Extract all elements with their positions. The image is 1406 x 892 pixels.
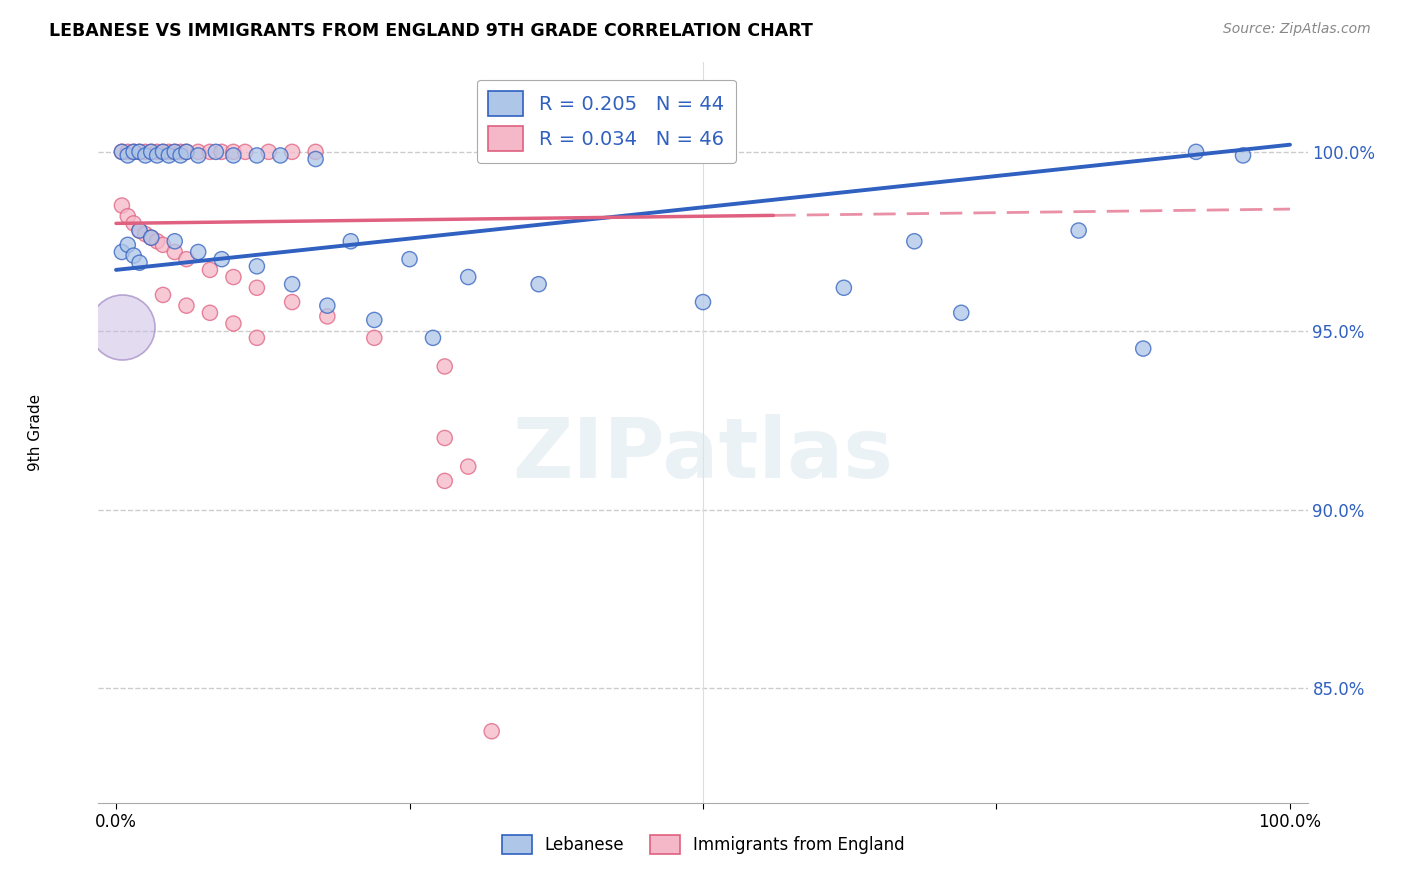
Point [134, 148, 156, 162]
Text: ZIPatlas: ZIPatlas [513, 414, 893, 495]
Point [340, 234, 363, 248]
Point [198, 306, 221, 320]
Point [398, 252, 420, 267]
Point [176, 299, 198, 313]
Point [316, 310, 339, 324]
Point [152, 145, 174, 159]
Point [304, 152, 326, 166]
Point [457, 459, 479, 474]
Point [163, 145, 186, 159]
Point [117, 237, 139, 252]
Point [128, 145, 150, 159]
Point [246, 281, 269, 295]
Point [122, 216, 145, 230]
Point [128, 256, 150, 270]
Point [222, 270, 245, 285]
Point [1232, 148, 1254, 162]
Point [481, 724, 503, 739]
Point [141, 230, 163, 244]
Point [134, 145, 156, 159]
Point [146, 145, 169, 159]
Point [316, 299, 339, 313]
Point [269, 148, 291, 162]
Point [117, 145, 139, 159]
Point [1132, 342, 1154, 356]
Point [157, 148, 180, 162]
Point [163, 145, 186, 159]
Point [233, 145, 256, 159]
Point [363, 313, 385, 327]
Point [692, 295, 714, 310]
Point [281, 145, 304, 159]
Point [111, 245, 134, 260]
Point [222, 145, 245, 159]
Point [198, 145, 221, 159]
Point [222, 148, 245, 162]
Point [903, 234, 925, 248]
Point [111, 198, 134, 212]
Point [111, 145, 134, 159]
Point [1185, 145, 1208, 159]
Point [163, 245, 186, 260]
Point [187, 145, 209, 159]
Point [204, 145, 226, 159]
Point [187, 245, 209, 260]
Point [157, 145, 180, 159]
Point [111, 320, 134, 334]
Point [433, 359, 456, 374]
Point [304, 145, 326, 159]
Point [211, 145, 233, 159]
Point [152, 237, 174, 252]
Text: Source: ZipAtlas.com: Source: ZipAtlas.com [1223, 22, 1371, 37]
Point [122, 145, 145, 159]
Point [527, 277, 550, 292]
Point [141, 145, 163, 159]
Point [176, 145, 198, 159]
Point [141, 230, 163, 244]
Point [152, 145, 174, 159]
Point [146, 234, 169, 248]
Point [281, 295, 304, 310]
Point [128, 223, 150, 237]
Point [198, 263, 221, 277]
Point [128, 145, 150, 159]
Point [433, 431, 456, 445]
Point [222, 317, 245, 331]
Point [117, 148, 139, 162]
Point [246, 331, 269, 345]
Point [111, 145, 134, 159]
Point [187, 148, 209, 162]
Text: LEBANESE VS IMMIGRANTS FROM ENGLAND 9TH GRADE CORRELATION CHART: LEBANESE VS IMMIGRANTS FROM ENGLAND 9TH … [49, 22, 813, 40]
Point [134, 227, 156, 241]
Point [433, 474, 456, 488]
Point [141, 145, 163, 159]
Point [163, 234, 186, 248]
Point [246, 260, 269, 274]
Y-axis label: 9th Grade: 9th Grade [28, 394, 42, 471]
Point [176, 252, 198, 267]
Point [176, 145, 198, 159]
Point [169, 148, 191, 162]
Point [457, 270, 479, 285]
Legend: Lebanese, Immigrants from England: Lebanese, Immigrants from England [495, 829, 911, 861]
Point [257, 145, 280, 159]
Point [146, 148, 169, 162]
Point [422, 331, 444, 345]
Point [122, 145, 145, 159]
Point [169, 145, 191, 159]
Point [152, 288, 174, 302]
Point [363, 331, 385, 345]
Point [281, 277, 304, 292]
Point [950, 306, 973, 320]
Point [117, 209, 139, 223]
Point [122, 249, 145, 263]
Point [128, 223, 150, 237]
Point [1067, 223, 1090, 237]
Point [211, 252, 233, 267]
Point [246, 148, 269, 162]
Point [832, 281, 855, 295]
